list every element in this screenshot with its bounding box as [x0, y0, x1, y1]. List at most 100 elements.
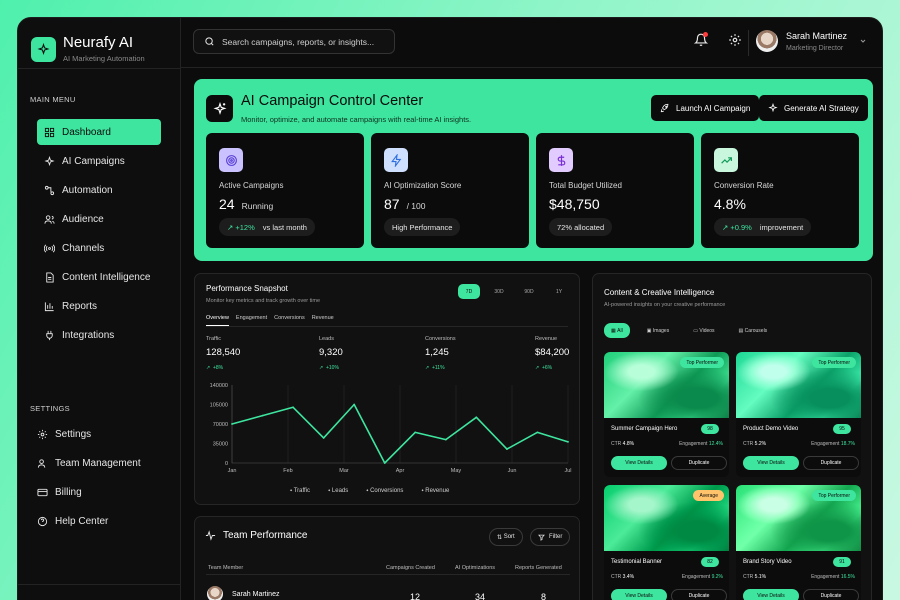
- data-point[interactable]: [353, 403, 356, 406]
- score-pill: 91: [833, 557, 851, 567]
- brand[interactable]: Neurafy AI AI Marketing Automation: [31, 35, 145, 63]
- column-header[interactable]: Reports Generated: [515, 565, 562, 571]
- data-point[interactable]: [292, 406, 294, 409]
- view-details-button[interactable]: View Details: [743, 589, 799, 600]
- metric-label: Leads: [319, 336, 334, 342]
- filter-all[interactable]: ▦ All: [604, 323, 630, 338]
- metric-change: ↗ +8%: [206, 365, 224, 371]
- data-point[interactable]: [444, 438, 447, 441]
- sidebar-item-settings[interactable]: Settings: [30, 421, 154, 447]
- metric-conversions: Conversions 1,245 ↗ +11%: [425, 336, 456, 371]
- kpi-conversion-rate: Conversion Rate 4.8% ↗ +0.9% improvement: [701, 133, 859, 248]
- data-point[interactable]: [567, 440, 569, 443]
- generate-ai-strategy-button[interactable]: Generate AI Strategy: [759, 95, 868, 121]
- grid-icon: [44, 127, 55, 137]
- range-1y[interactable]: 1Y: [555, 288, 563, 295]
- sidebar-item-team-management[interactable]: Team Management: [30, 450, 154, 476]
- sidebar-item-label: Team Management: [55, 457, 141, 469]
- x-tick-label: Jun: [508, 468, 517, 474]
- view-details-button[interactable]: View Details: [743, 456, 799, 470]
- range-30d[interactable]: 30D: [494, 288, 504, 295]
- tab-overview[interactable]: Overview: [206, 315, 229, 326]
- data-point[interactable]: [322, 437, 325, 439]
- table-row[interactable]: Sarah Martinez: [207, 586, 279, 600]
- range-7d[interactable]: 7D: [458, 284, 480, 299]
- sidebar-item-reports[interactable]: Reports: [37, 293, 161, 319]
- search-input[interactable]: [222, 36, 392, 47]
- data-point[interactable]: [414, 431, 417, 434]
- stat-label: CTR: [611, 574, 622, 580]
- legend-traffic[interactable]: ⬩ Traffic: [290, 488, 311, 494]
- series-line[interactable]: [231, 403, 569, 464]
- data-point[interactable]: [383, 462, 386, 464]
- creative-card[interactable]: Average Testimonial Banner 82 CTR 3.4% E…: [604, 485, 729, 600]
- tab-revenue[interactable]: Revenue: [311, 315, 334, 321]
- notifications-button[interactable]: [693, 32, 709, 47]
- tab-conversions[interactable]: Conversions: [274, 315, 305, 321]
- legend-conversions[interactable]: ⬩ Conversions: [366, 488, 404, 494]
- data-point[interactable]: [506, 448, 508, 450]
- filter-carousels[interactable]: ▤ Carousels: [732, 323, 775, 338]
- metric-revenue: Revenue $84,200 ↗ +6%: [535, 336, 569, 371]
- settings-button[interactable]: [728, 33, 742, 47]
- kpi-label: Conversion Rate: [714, 181, 774, 190]
- sidebar-item-integrations[interactable]: Integrations: [37, 322, 161, 348]
- column-header[interactable]: AI Optimizations: [455, 565, 496, 571]
- content-intelligence-panel: Content & Creative Intelligence AI-power…: [592, 273, 872, 600]
- legend-leads[interactable]: ⬩ Leads: [328, 488, 349, 494]
- column-header[interactable]: Team Member: [208, 565, 244, 571]
- performance-tabs: Overview Engagement Conversions Revenue: [206, 315, 341, 326]
- campaign-control-center: AI Campaign Control Center Monitor, opti…: [194, 79, 873, 261]
- panel-title: Team Performance: [223, 530, 308, 541]
- data-point[interactable]: [536, 431, 539, 434]
- view-details-button[interactable]: View Details: [611, 589, 667, 600]
- creative-card[interactable]: Top Performer Summer Campaign Hero 98 CT…: [604, 352, 729, 477]
- sort-button[interactable]: ⇅ Sort: [489, 528, 523, 546]
- optimizations-count: 34: [475, 592, 486, 600]
- sidebar-item-ai-campaigns[interactable]: AI Campaigns: [37, 148, 161, 174]
- kpi-value: $48,750: [549, 196, 600, 212]
- sidebar-item-help-center[interactable]: Help Center: [30, 508, 154, 534]
- sidebar-item-billing[interactable]: Billing: [30, 479, 154, 505]
- divider: [748, 30, 749, 56]
- sidebar-item-dashboard[interactable]: Dashboard: [37, 119, 161, 145]
- duplicate-button[interactable]: Duplicate: [803, 456, 859, 470]
- chevron-down-icon: [860, 39, 866, 43]
- duplicate-button[interactable]: Duplicate: [803, 589, 859, 600]
- view-details-button[interactable]: View Details: [611, 456, 667, 470]
- sidebar-item-label: Settings: [55, 428, 92, 440]
- column-header[interactable]: Campaigns Created: [386, 565, 435, 571]
- user-menu[interactable]: Sarah Martinez Marketing Director: [756, 30, 867, 52]
- tab-engagement[interactable]: Engagement: [235, 315, 268, 321]
- data-point[interactable]: [231, 423, 233, 425]
- filter-button[interactable]: Filter: [530, 528, 571, 546]
- range-90d[interactable]: 90D: [524, 288, 534, 295]
- launch-ai-campaign-button[interactable]: Launch AI Campaign: [651, 95, 760, 121]
- filter-videos[interactable]: ▭ Videos: [686, 323, 721, 338]
- sidebar-item-audience[interactable]: Audience: [37, 206, 161, 232]
- performance-badge: Top Performer: [680, 357, 724, 368]
- duplicate-button[interactable]: Duplicate: [671, 589, 727, 600]
- stat-label: Engagement: [811, 441, 840, 447]
- sidebar-item-channels[interactable]: Channels: [37, 235, 161, 261]
- stat-value: 9.2%: [711, 574, 723, 580]
- legend-revenue[interactable]: ⬩ Revenue: [421, 488, 450, 494]
- data-point[interactable]: [475, 416, 478, 419]
- score-pill: 95: [833, 424, 851, 434]
- sidebar-item-automation[interactable]: Automation: [37, 177, 161, 203]
- filter-images[interactable]: ▣ Images: [640, 323, 677, 338]
- document-icon: [46, 271, 54, 283]
- creative-card[interactable]: Top Performer Product Demo Video 95 CTR …: [736, 352, 861, 477]
- dollar-icon: [549, 148, 573, 172]
- creative-card[interactable]: Top Performer Brand Story Video 91 CTR 5…: [736, 485, 861, 600]
- sort-icon: ⇅: [497, 534, 504, 541]
- search-box[interactable]: [193, 29, 395, 54]
- data-point[interactable]: [261, 414, 264, 417]
- duplicate-button[interactable]: Duplicate: [671, 456, 727, 470]
- panel-title: Performance Snapshot: [206, 284, 288, 293]
- filter-icon: [538, 534, 545, 541]
- broadcast-icon: [44, 244, 55, 252]
- trend-delta: ↗ +12%: [227, 222, 255, 232]
- stat-value: 12.4%: [708, 441, 723, 447]
- sidebar-item-content-intelligence[interactable]: Content Intelligence: [37, 264, 161, 290]
